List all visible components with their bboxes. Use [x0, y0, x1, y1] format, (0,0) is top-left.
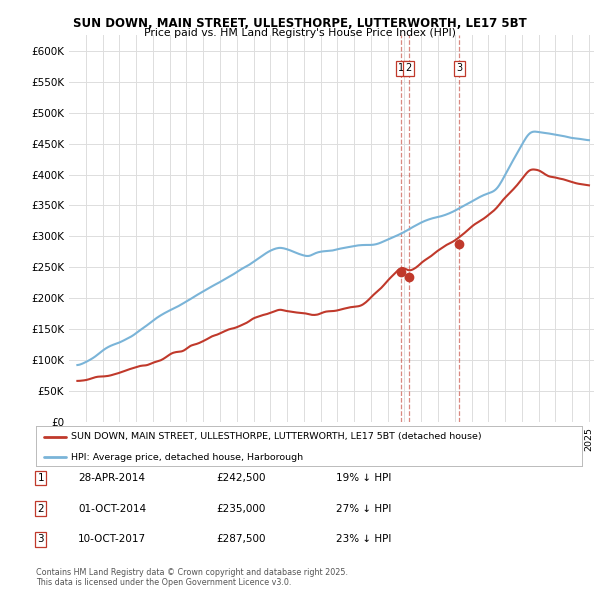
- Text: Price paid vs. HM Land Registry's House Price Index (HPI): Price paid vs. HM Land Registry's House …: [144, 28, 456, 38]
- Text: 1: 1: [398, 63, 404, 73]
- Text: 3: 3: [457, 63, 463, 73]
- Text: 1: 1: [37, 473, 44, 483]
- Text: 10-OCT-2017: 10-OCT-2017: [78, 535, 146, 544]
- Text: 01-OCT-2014: 01-OCT-2014: [78, 504, 146, 513]
- Text: 3: 3: [37, 535, 44, 544]
- Text: 2: 2: [406, 63, 412, 73]
- Text: 28-APR-2014: 28-APR-2014: [78, 473, 145, 483]
- Text: 19% ↓ HPI: 19% ↓ HPI: [336, 473, 391, 483]
- Text: HPI: Average price, detached house, Harborough: HPI: Average price, detached house, Harb…: [71, 453, 304, 462]
- Text: £287,500: £287,500: [216, 535, 265, 544]
- Text: 23% ↓ HPI: 23% ↓ HPI: [336, 535, 391, 544]
- Text: 2: 2: [37, 504, 44, 513]
- Text: Contains HM Land Registry data © Crown copyright and database right 2025.
This d: Contains HM Land Registry data © Crown c…: [36, 568, 348, 587]
- Text: SUN DOWN, MAIN STREET, ULLESTHORPE, LUTTERWORTH, LE17 5BT: SUN DOWN, MAIN STREET, ULLESTHORPE, LUTT…: [73, 17, 527, 30]
- Text: £235,000: £235,000: [216, 504, 265, 513]
- Text: £242,500: £242,500: [216, 473, 265, 483]
- Text: 27% ↓ HPI: 27% ↓ HPI: [336, 504, 391, 513]
- Text: SUN DOWN, MAIN STREET, ULLESTHORPE, LUTTERWORTH, LE17 5BT (detached house): SUN DOWN, MAIN STREET, ULLESTHORPE, LUTT…: [71, 432, 482, 441]
